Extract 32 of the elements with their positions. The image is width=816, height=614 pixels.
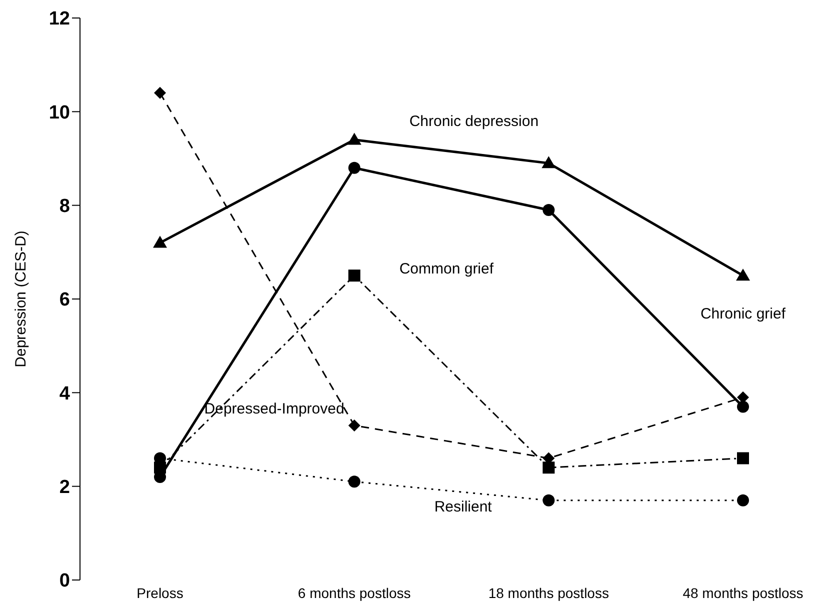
x-tick-label: Preloss — [136, 584, 184, 601]
point — [542, 156, 556, 168]
series-label: Resilient — [434, 498, 493, 516]
series-label: Chronic depression — [409, 112, 539, 130]
point — [542, 204, 555, 216]
text: Common grief — [399, 260, 494, 278]
y-tick-label: 0 — [59, 570, 70, 592]
y-tick-label: 10 — [48, 102, 70, 124]
point — [154, 86, 166, 99]
y-tick-label: 12 — [48, 8, 70, 30]
y-tick-label: 2 — [59, 477, 70, 498]
point — [348, 270, 360, 282]
point — [737, 452, 749, 464]
y-axis-title: Depression (CES-D) — [12, 230, 30, 368]
point — [542, 462, 555, 474]
x-tick-label: 18 months postloss — [488, 584, 609, 601]
x-tick-label: 48 months postloss — [682, 584, 804, 601]
series-label: Depressed-Improved — [204, 400, 344, 418]
y-tick-label: 8 — [59, 196, 70, 218]
x-tick-label: 6 months postloss — [298, 584, 411, 601]
y-tick-label: 6 — [59, 290, 70, 311]
point — [348, 419, 360, 432]
point — [153, 236, 167, 248]
point — [348, 476, 360, 488]
point — [348, 162, 360, 174]
series-label: Chronic grief — [700, 306, 786, 323]
point — [737, 400, 749, 413]
point — [736, 268, 750, 281]
point — [737, 494, 749, 506]
point — [542, 494, 555, 506]
point — [347, 132, 362, 145]
y-tick-label: 4 — [59, 383, 70, 404]
